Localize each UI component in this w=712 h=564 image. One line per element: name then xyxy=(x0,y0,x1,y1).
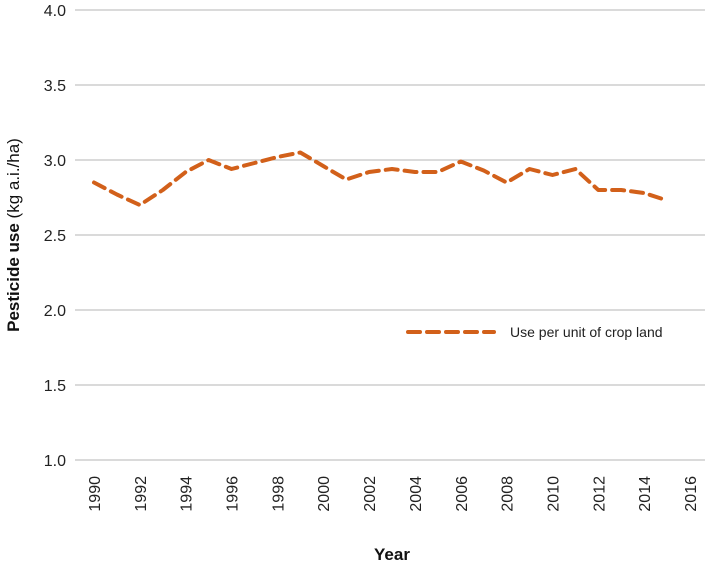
x-tick-label: 2012 xyxy=(591,476,608,512)
series-point xyxy=(162,189,164,191)
series-point xyxy=(253,162,255,164)
series-point xyxy=(574,168,576,170)
legend: Use per unit of crop land xyxy=(406,324,663,340)
x-tick-label: 1996 xyxy=(225,476,242,512)
series-point xyxy=(93,182,95,184)
series-point xyxy=(322,165,324,167)
x-tick-label: 2002 xyxy=(362,476,379,512)
series-point xyxy=(208,159,210,161)
y-tick-label: 1.0 xyxy=(44,453,66,470)
x-tick-labels: 1990 1992 1994 1996 1998 2000 2002 2004 2006 2008… xyxy=(87,476,700,512)
x-tick-label: 2008 xyxy=(500,476,517,512)
y-tick-label: 2.5 xyxy=(44,228,66,245)
x-axis-title: Year xyxy=(374,545,410,564)
series-point xyxy=(391,168,393,170)
x-tick-label: 2010 xyxy=(545,476,562,512)
series-point xyxy=(483,170,485,172)
x-tick-label: 1994 xyxy=(179,476,196,512)
y-tick-label: 2.0 xyxy=(44,303,66,320)
x-tick-label: 1990 xyxy=(87,476,104,512)
series-group xyxy=(92,150,670,207)
series-point xyxy=(299,152,301,154)
series-point xyxy=(368,171,370,173)
series-point xyxy=(620,189,622,191)
series-point xyxy=(231,168,233,170)
y-tick-label: 3.5 xyxy=(44,78,66,95)
series-point xyxy=(185,171,187,173)
y-axis-title-unit: (kg a.i./ha) xyxy=(4,138,23,223)
series-point xyxy=(345,179,347,181)
x-tick-label: 2004 xyxy=(408,476,425,512)
series-point xyxy=(597,189,599,191)
x-tick-label: 2006 xyxy=(454,476,471,512)
y-tick-label: 1.5 xyxy=(44,378,66,395)
series-point xyxy=(666,200,668,202)
x-tick-label: 1992 xyxy=(133,476,150,512)
series-line xyxy=(92,150,670,207)
x-tick-label: 2014 xyxy=(637,476,654,512)
y-tick-label: 4.0 xyxy=(44,3,66,20)
y-axis-title-main: Pesticide use xyxy=(4,223,23,332)
x-tick-label: 1998 xyxy=(270,476,287,512)
series-point xyxy=(414,171,416,173)
series-point xyxy=(551,174,553,176)
series-point xyxy=(529,168,531,170)
series-point xyxy=(460,161,462,163)
y-tick-labels: 1.0 1.5 2.0 2.5 3.0 3.5 4.0 xyxy=(44,3,66,470)
gridlines xyxy=(75,9,705,461)
y-tick-label: 3.0 xyxy=(44,153,66,170)
x-tick-label: 2000 xyxy=(316,476,333,512)
series-point xyxy=(437,171,439,173)
legend-label: Use per unit of crop land xyxy=(510,324,663,340)
y-axis-title: Pesticide use (kg a.i./ha) xyxy=(4,138,23,332)
series-point xyxy=(276,156,278,158)
x-tick-label: 2016 xyxy=(683,476,700,512)
series-point xyxy=(116,194,118,196)
series-point xyxy=(506,182,508,184)
series-point xyxy=(643,192,645,194)
series-point xyxy=(139,204,141,206)
